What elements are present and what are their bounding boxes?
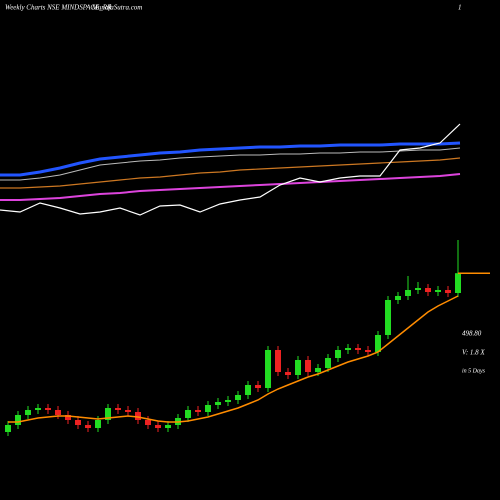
candle-body [295, 360, 301, 375]
candle-body [235, 395, 241, 400]
candle-body [355, 348, 361, 350]
chart-title: Weekly Charts NSE MINDSPACE_RR [5, 4, 112, 12]
candle-body [185, 410, 191, 418]
volume-label: V: 1.8 X [462, 349, 485, 357]
candle-body [55, 410, 61, 415]
candle-body [65, 415, 71, 420]
moving-average [8, 295, 459, 423]
candle-body [45, 408, 51, 410]
candle-body [395, 296, 401, 300]
candle-body [255, 385, 261, 388]
candle-body [95, 420, 101, 428]
candle-body [335, 350, 341, 358]
candle-body [245, 385, 251, 395]
candle-body [145, 420, 151, 425]
candle-body [215, 402, 221, 405]
candle-body [375, 335, 381, 352]
candle-body [445, 290, 451, 293]
candle-body [105, 408, 111, 420]
candle-body [5, 425, 11, 432]
candle-body [415, 288, 421, 290]
indicator-line [0, 157, 461, 189]
candle-body [195, 410, 201, 412]
candle-body [115, 408, 121, 410]
candle-body [325, 358, 331, 368]
candle-body [345, 348, 351, 350]
candle-body [225, 400, 231, 402]
candle-body [75, 420, 81, 425]
page-label: 1 [458, 4, 462, 12]
candle-body [275, 350, 281, 372]
candle-body [25, 410, 31, 415]
candle-body [35, 408, 41, 410]
candle-body [315, 368, 321, 372]
last-price-label: 498.80 [462, 330, 482, 338]
indicator-line [0, 141, 461, 177]
candle-body [135, 412, 141, 420]
candle-body [85, 425, 91, 428]
period-label: in 5 Days [462, 368, 486, 374]
candle-body [405, 290, 411, 296]
indicator-line [0, 173, 461, 201]
source-label: MunafaSutra.com [91, 4, 142, 12]
indicator-line [0, 123, 461, 216]
candle-body [425, 288, 431, 292]
candle-body [285, 372, 291, 375]
candle-body [165, 425, 171, 428]
candle-body [125, 410, 131, 412]
candle-body [365, 350, 371, 352]
candle-body [385, 300, 391, 335]
candle-body [155, 425, 161, 428]
candle-body [205, 405, 211, 412]
candle-body [305, 360, 311, 372]
candle-body [455, 273, 461, 293]
indicator-line [0, 147, 461, 181]
candle-body [265, 350, 271, 388]
candle-body [435, 290, 441, 292]
candle-body [15, 415, 21, 425]
